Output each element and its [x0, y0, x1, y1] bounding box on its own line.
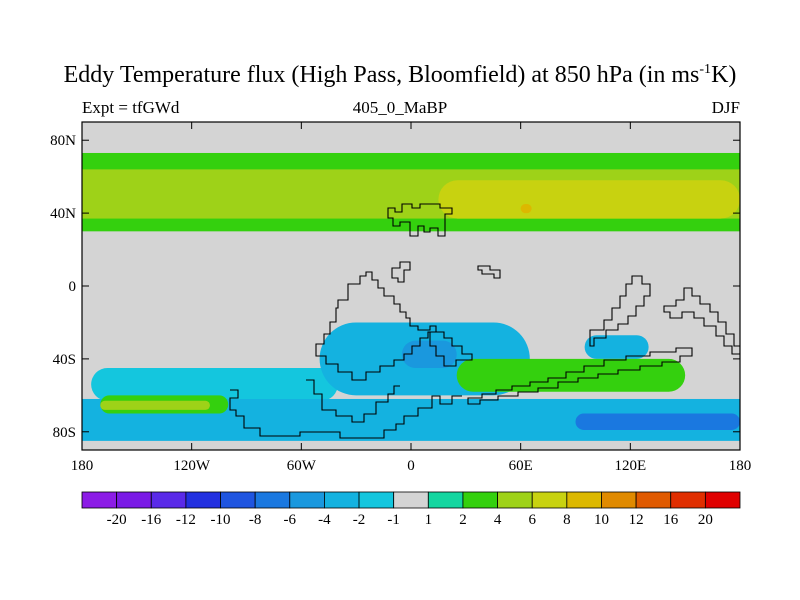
colorbar-swatch	[393, 491, 429, 509]
colorbar-label: 6	[528, 512, 536, 528]
y-tick-label: 80N	[50, 133, 76, 149]
x-tick-label: 60E	[509, 458, 533, 474]
coastline-maritime-continent	[589, 275, 651, 347]
x-tick-label: 120W	[173, 458, 211, 474]
y-tick-label: 0	[69, 279, 77, 295]
colorbar-swatch	[254, 491, 291, 509]
colorbar-label: 2	[459, 512, 467, 528]
colorbar-swatch	[116, 491, 152, 509]
colorbar-label: -2	[353, 512, 366, 528]
y-tick-label: 80S	[53, 425, 76, 441]
colorbar-swatch	[427, 491, 464, 509]
x-tick-label: 0	[407, 458, 415, 474]
colorbar-swatch	[462, 491, 498, 509]
colorbar-label: -1	[387, 512, 400, 528]
colorbar-label: 1	[425, 512, 433, 528]
colorbar-label: 8	[563, 512, 571, 528]
colorbar-swatch	[358, 491, 395, 509]
colorbar-swatch	[670, 491, 706, 509]
colorbar-swatch	[566, 491, 602, 509]
colorbar-swatch	[531, 491, 568, 509]
y-axis: 80N 40N 0 40S 80S	[50, 133, 740, 441]
run-label: 405_0_MaBP	[352, 98, 448, 117]
colorbar-swatch	[324, 491, 360, 509]
colorbar-swatch	[150, 491, 187, 509]
contour-sh-polar-core	[575, 413, 740, 430]
colorbar-label: -6	[284, 512, 297, 528]
contour-sh-pacific-stripe	[100, 400, 210, 410]
contour-sh-south-pacific	[91, 368, 338, 401]
colorbar-swatch	[81, 491, 118, 509]
colorbar-label: 16	[663, 512, 679, 528]
colorbar-label: 4	[494, 512, 502, 528]
colorbar: -20 -16 -12 -10 -8 -6 -4 -2 -1 1 2 4 6 8 10 12 16 20	[81, 491, 741, 528]
contour-fields	[82, 152, 740, 441]
colorbar-label: -4	[318, 512, 331, 528]
colorbar-label: -20	[107, 512, 127, 528]
colorbar-swatch	[497, 491, 533, 509]
x-tick-label: 60W	[287, 458, 317, 474]
x-tick-label: 180	[729, 458, 752, 474]
colorbar-label: 12	[629, 512, 644, 528]
contour-nh-core-max	[520, 204, 532, 214]
colorbar-swatch	[635, 491, 672, 509]
colorbar-label: -16	[141, 512, 161, 528]
season-label: DJF	[711, 98, 740, 117]
colorbar-label: 10	[594, 512, 609, 528]
coastlines	[229, 203, 740, 439]
coastline-africa-cape	[429, 331, 473, 367]
coastline-europe	[387, 203, 453, 237]
coastline-arabia	[477, 265, 501, 279]
colorbar-swatch	[220, 491, 256, 509]
contour-sh-indian-stripe	[456, 358, 686, 392]
contour-sh-atlantic-core	[401, 340, 457, 368]
contour-nh-atlantic-core	[438, 180, 740, 219]
x-axis: 180 120W 60W 0 60E 120E 180	[71, 122, 752, 474]
x-tick-label: 120E	[614, 458, 646, 474]
colorbar-label: -10	[211, 512, 231, 528]
coastline-southern-africa	[391, 261, 411, 283]
x-tick-label: 180	[71, 458, 94, 474]
y-tick-label: 40S	[53, 352, 76, 368]
colorbar-swatch	[185, 491, 221, 509]
coastline-weddell	[306, 379, 400, 423]
colorbar-label: 20	[698, 512, 713, 528]
colorbar-swatch	[704, 491, 741, 509]
coastline-new-guinea	[663, 287, 740, 355]
colorbar-label: -12	[176, 512, 196, 528]
colorbar-swatch	[289, 491, 325, 509]
experiment-label: Expt = tfGWd	[82, 98, 180, 117]
y-tick-label: 40N	[50, 206, 76, 222]
coastline-australia	[467, 347, 693, 405]
coastline-south-america	[315, 271, 437, 381]
colorbar-swatch	[601, 491, 637, 509]
colorbar-label: -8	[249, 512, 262, 528]
plot-title: Eddy Temperature flux (High Pass, Bloomf…	[63, 62, 737, 88]
contour-sh-indian	[584, 335, 649, 359]
coastline-antarctica	[229, 389, 462, 439]
